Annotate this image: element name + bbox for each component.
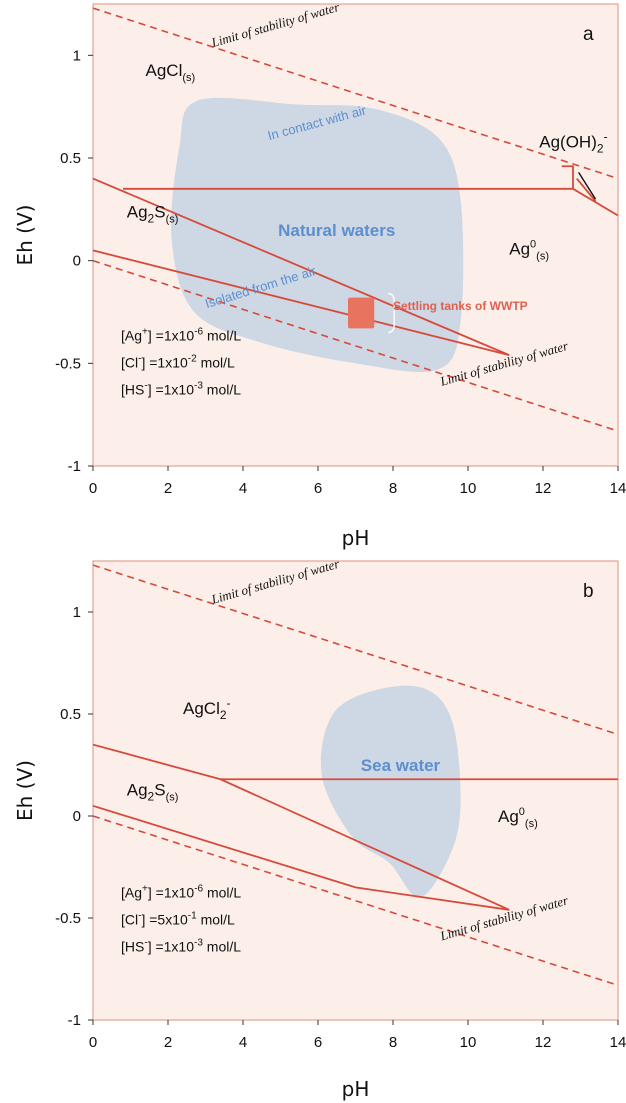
species-superscript: 0 (530, 239, 536, 251)
condition-species: [Cl (121, 912, 138, 928)
wwtp-label: Settling tanks of WWTP (393, 299, 528, 313)
species-main: Ag(OH) (539, 133, 597, 152)
species-superscript: 0 (519, 806, 525, 818)
x-tick-label: 10 (460, 480, 477, 497)
y-tick-label: -0.5 (55, 910, 81, 927)
x-tick-label: 14 (610, 480, 626, 497)
species-superscript: - (227, 696, 231, 710)
species-main: S (154, 781, 165, 800)
species-subscript: (s) (525, 818, 538, 830)
condition-species: [HS (121, 939, 144, 955)
condition-value: ] =1x10 (148, 939, 195, 955)
zone-label: Sea water (361, 756, 441, 775)
species-subscript: (s) (166, 214, 179, 226)
y-tick-label: 0.5 (60, 706, 81, 723)
condition-unit: mol/L (203, 382, 241, 398)
condition-value: ] =1x10 (148, 328, 195, 344)
species-main: AgCl (146, 61, 183, 80)
condition-value: ] =1x10 (141, 355, 188, 371)
condition-value: ] =1x10 (148, 382, 195, 398)
y-tick-label: -0.5 (55, 355, 81, 372)
y-tick-label: 0.5 (60, 150, 81, 167)
species-main: Ag (127, 203, 148, 222)
x-tick-label: 2 (164, 1034, 172, 1051)
condition-species: [HS (121, 382, 144, 398)
condition-unit: mol/L (203, 885, 241, 901)
condition-species: [Ag (121, 885, 142, 901)
y-tick-label: -1 (68, 1012, 81, 1029)
x-axis-title: pH (342, 526, 370, 550)
x-tick-label: 8 (389, 480, 397, 497)
condition-line: [Cl-] =5x10-1 mol/L (121, 911, 235, 928)
x-tick-label: 2 (164, 480, 172, 497)
condition-species: [Cl (121, 355, 138, 371)
x-tick-label: 4 (239, 480, 247, 497)
condition-line: [Ag+] =1x10-6 mol/L (121, 327, 241, 344)
condition-value: ] =5x10 (141, 912, 188, 928)
x-tick-label: 8 (389, 1034, 397, 1051)
panel-letter: a (583, 24, 594, 45)
x-tick-label: 0 (89, 480, 97, 497)
x-tick-label: 12 (535, 480, 552, 497)
species-main: Ag (509, 240, 530, 259)
y-tick-label: 0 (73, 808, 81, 825)
condition-line: [HS-] =1x10-3 mol/L (121, 381, 241, 398)
species-main: S (154, 203, 165, 222)
species-main: Ag (127, 781, 148, 800)
species-subscript: (s) (536, 251, 549, 263)
y-tick-label: -1 (68, 458, 81, 475)
y-axis-title: Eh (V) (13, 205, 37, 266)
y-tick-label: 0 (73, 253, 81, 270)
y-axis-title: Eh (V) (13, 760, 37, 821)
x-tick-label: 14 (610, 1034, 626, 1051)
condition-unit: mol/L (197, 355, 235, 371)
species-superscript: - (604, 130, 608, 144)
condition-line: [Cl-] =1x10-2 mol/L (121, 354, 235, 371)
species-subscript: (s) (166, 792, 179, 804)
x-tick-label: 6 (314, 1034, 322, 1051)
condition-unit: mol/L (197, 912, 235, 928)
zone-label: Natural waters (278, 221, 395, 240)
x-tick-label: 10 (460, 1034, 477, 1051)
y-tick-label: 1 (73, 604, 81, 621)
condition-value: ] =1x10 (148, 885, 195, 901)
condition-unit: mol/L (203, 328, 241, 344)
x-tick-label: 4 (239, 1034, 247, 1051)
x-tick-label: 0 (89, 1034, 97, 1051)
species-subscript: (s) (182, 72, 195, 84)
species-main: AgCl (183, 699, 220, 718)
panel-letter: b (583, 581, 594, 602)
species-main: Ag (498, 807, 519, 826)
condition-unit: mol/L (203, 939, 241, 955)
x-tick-label: 12 (535, 1034, 552, 1051)
condition-line: [HS-] =1x10-3 mol/L (121, 938, 241, 955)
wwtp-marker (348, 298, 374, 329)
condition-species: [Ag (121, 328, 142, 344)
species-subscript: 2 (597, 142, 604, 156)
condition-line: [Ag+] =1x10-6 mol/L (121, 884, 241, 901)
species-subscript: 2 (220, 708, 227, 722)
y-tick-label: 1 (73, 47, 81, 64)
x-axis-title: pH (342, 1077, 370, 1101)
x-tick-label: 6 (314, 480, 322, 497)
